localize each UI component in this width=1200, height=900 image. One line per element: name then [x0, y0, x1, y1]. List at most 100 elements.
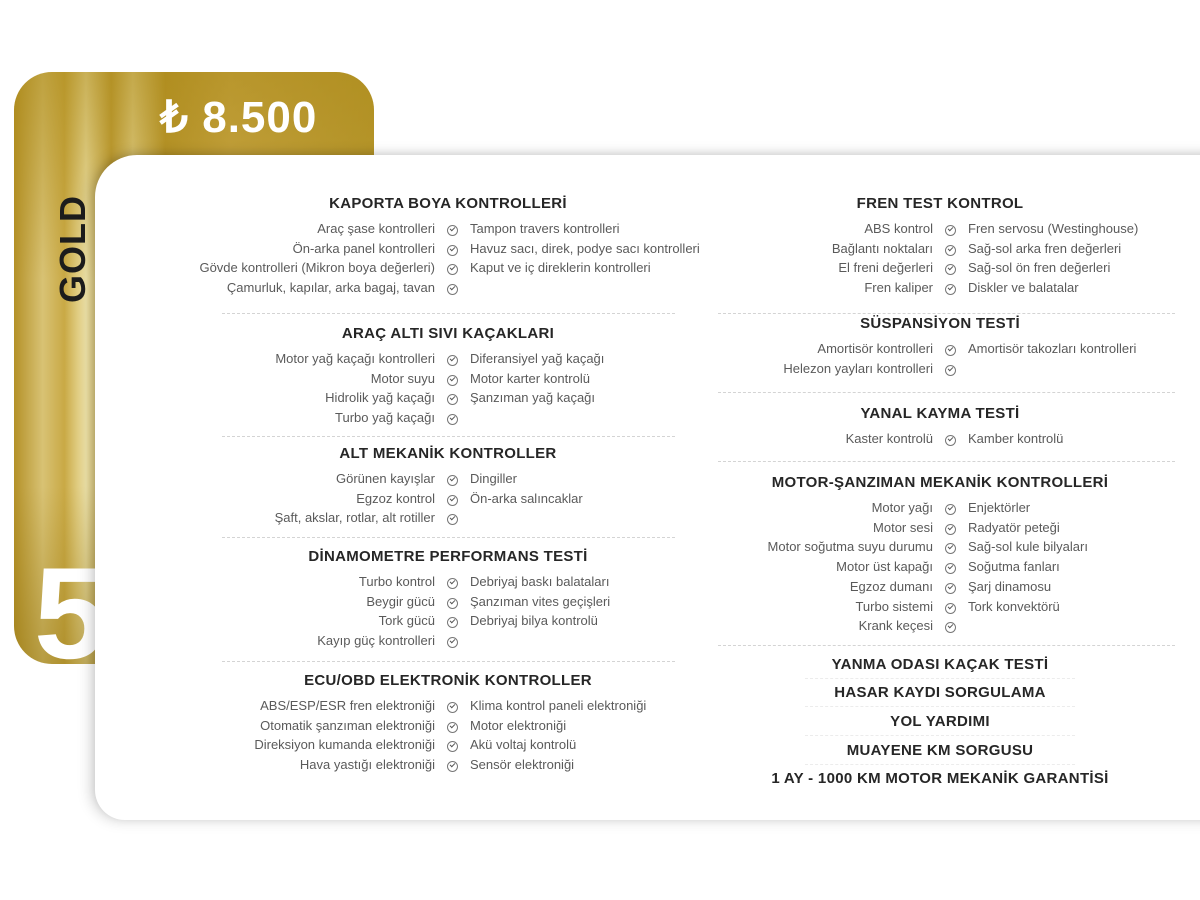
check-circle-icon — [447, 597, 458, 609]
check-item: Diferansiyel yağ kaçağı — [470, 351, 605, 366]
check-item: Fren kaliper — [864, 280, 933, 296]
check-item: Turbo kontrol — [358, 574, 435, 589]
check-circle-icon — [447, 514, 458, 526]
section-heading: KAPORTA BOYA KONTROLLERİ — [329, 195, 567, 212]
check-item: Helezon yayları kontrolleri — [783, 360, 933, 376]
check-circle-icon — [945, 284, 956, 296]
check-item: Soğutma fanları — [968, 559, 1060, 575]
section-heading: FREN TEST KONTROL — [856, 195, 1024, 212]
check-item: Egzoz kontrol — [356, 490, 435, 506]
check-item: Tork konvektörü — [968, 598, 1060, 614]
extra-service: MUAYENE KM SORGUSU — [846, 742, 1034, 759]
package-details-card — [95, 155, 1200, 820]
check-item: Bağlantı noktaları — [831, 240, 933, 256]
section-divider — [805, 764, 1075, 765]
check-item: Motor üst kapağı — [836, 559, 933, 575]
check-item: Sağ-sol ön fren değerleri — [968, 260, 1111, 276]
extra-service: YANMA ODASI KAÇAK TESTİ — [831, 656, 1049, 673]
check-circle-icon — [447, 225, 458, 236]
check-item: Direksiyon kumanda elektroniği — [254, 737, 435, 753]
check-item: Kaster kontrolü — [845, 431, 933, 446]
check-item: Debriyaj bilya kontrolü — [470, 613, 598, 629]
check-item: Şanzıman vites geçişleri — [470, 593, 611, 609]
section-heading: MOTOR-ŞANZIMAN MEKANİK KONTROLLERİ — [771, 474, 1109, 491]
section-divider — [222, 661, 675, 662]
check-circle-icon — [447, 702, 458, 713]
check-circle-icon — [447, 637, 458, 649]
section-heading: DİNAMOMETRE PERFORMANS TESTİ — [308, 548, 588, 565]
check-circle-icon — [447, 475, 458, 486]
section-divider — [718, 645, 1175, 646]
check-circle-icon — [945, 225, 956, 236]
check-item: Enjektörler — [968, 500, 1031, 515]
check-circle-icon — [447, 721, 458, 733]
section-divider — [805, 735, 1075, 736]
check-circle-icon — [945, 543, 956, 555]
check-circle-icon — [447, 578, 458, 589]
check-circle-icon — [447, 244, 458, 256]
check-item: Çamurluk, kapılar, arka bagaj, tavan — [226, 280, 435, 296]
section-heading: SÜSPANSİYON TESTİ — [860, 315, 1020, 332]
check-item: Sağ-sol kule bilyaları — [968, 539, 1088, 555]
check-item: Turbo yağ kaçağı — [335, 410, 435, 426]
check-item: Motor karter kontrolü — [470, 370, 590, 386]
check-circle-icon — [945, 622, 956, 634]
extra-service: 1 AY - 1000 KM MOTOR MEKANİK GARANTİSİ — [771, 770, 1109, 787]
check-circle-icon — [945, 563, 956, 575]
check-circle-icon — [447, 284, 458, 296]
check-item: Tampon travers kontrolleri — [470, 221, 620, 236]
check-item: Görünen kayışlar — [336, 471, 435, 486]
check-item: Hidrolik yağ kaçağı — [325, 390, 435, 406]
section-divider — [718, 313, 1175, 314]
extra-service: HASAR KAYDI SORGULAMA — [834, 684, 1046, 701]
check-item: Motor elektroniği — [470, 717, 567, 733]
section-divider — [222, 436, 675, 437]
section-divider — [222, 313, 675, 314]
check-item: Sensör elektroniği — [470, 757, 575, 773]
check-item: Amortisör kontrolleri — [817, 341, 933, 356]
check-circle-icon — [447, 617, 458, 629]
check-circle-icon — [945, 345, 956, 356]
package-number: 5 — [34, 540, 107, 686]
check-circle-icon — [447, 355, 458, 366]
check-circle-icon — [447, 741, 458, 753]
check-item: Otomatik şanzıman elektroniği — [260, 717, 435, 733]
check-item: Beygir gücü — [366, 593, 435, 609]
section-divider — [718, 461, 1175, 462]
check-item: Tork gücü — [378, 613, 435, 629]
check-item: Şarj dinamosu — [968, 578, 1052, 594]
section-divider — [222, 537, 675, 538]
check-item: Motor sesi — [873, 519, 933, 535]
check-circle-icon — [447, 761, 458, 773]
check-item: Dingiller — [470, 471, 517, 486]
check-item: Fren servosu (Westinghouse) — [968, 221, 1139, 236]
check-circle-icon — [447, 414, 458, 426]
check-circle-icon — [447, 374, 458, 386]
check-item: Motor yağ kaçağı kontrolleri — [275, 351, 435, 366]
package-name: GOLD — [52, 195, 93, 303]
check-item: Egzoz dumanı — [849, 578, 933, 594]
section-heading: ECU/OBD ELEKTRONİK KONTROLLER — [304, 672, 592, 689]
check-item: El freni değerleri — [838, 260, 933, 276]
check-item: Kaput ve iç direklerin kontrolleri — [470, 260, 651, 276]
check-item: Araç şase kontrolleri — [317, 221, 435, 236]
check-item: Klima kontrol paneli elektroniği — [470, 698, 647, 713]
package-price: ₺ 8.500 — [160, 93, 318, 142]
check-circle-icon — [945, 364, 956, 376]
check-circle-icon — [945, 504, 956, 515]
check-item: Hava yastığı elektroniği — [299, 757, 435, 773]
check-circle-icon — [447, 394, 458, 406]
check-item: Şanzıman yağ kaçağı — [470, 390, 596, 406]
extra-service: YOL YARDIMI — [890, 713, 990, 730]
check-item: Krank keçesi — [858, 618, 933, 634]
section-divider — [805, 678, 1075, 679]
check-item: Kamber kontrolü — [968, 431, 1064, 446]
check-item: Akü voltaj kontrolü — [470, 737, 577, 753]
check-circle-icon — [945, 523, 956, 535]
check-item: Havuz sacı, direk, podye sacı kontroller… — [470, 240, 700, 256]
check-item: ABS/ESP/ESR fren elektroniği — [260, 698, 435, 713]
check-item: Amortisör takozları kontrolleri — [968, 341, 1137, 356]
check-item: Motor soğutma suyu durumu — [767, 539, 933, 555]
check-circle-icon — [447, 264, 458, 276]
check-item: Diskler ve balatalar — [968, 280, 1079, 296]
